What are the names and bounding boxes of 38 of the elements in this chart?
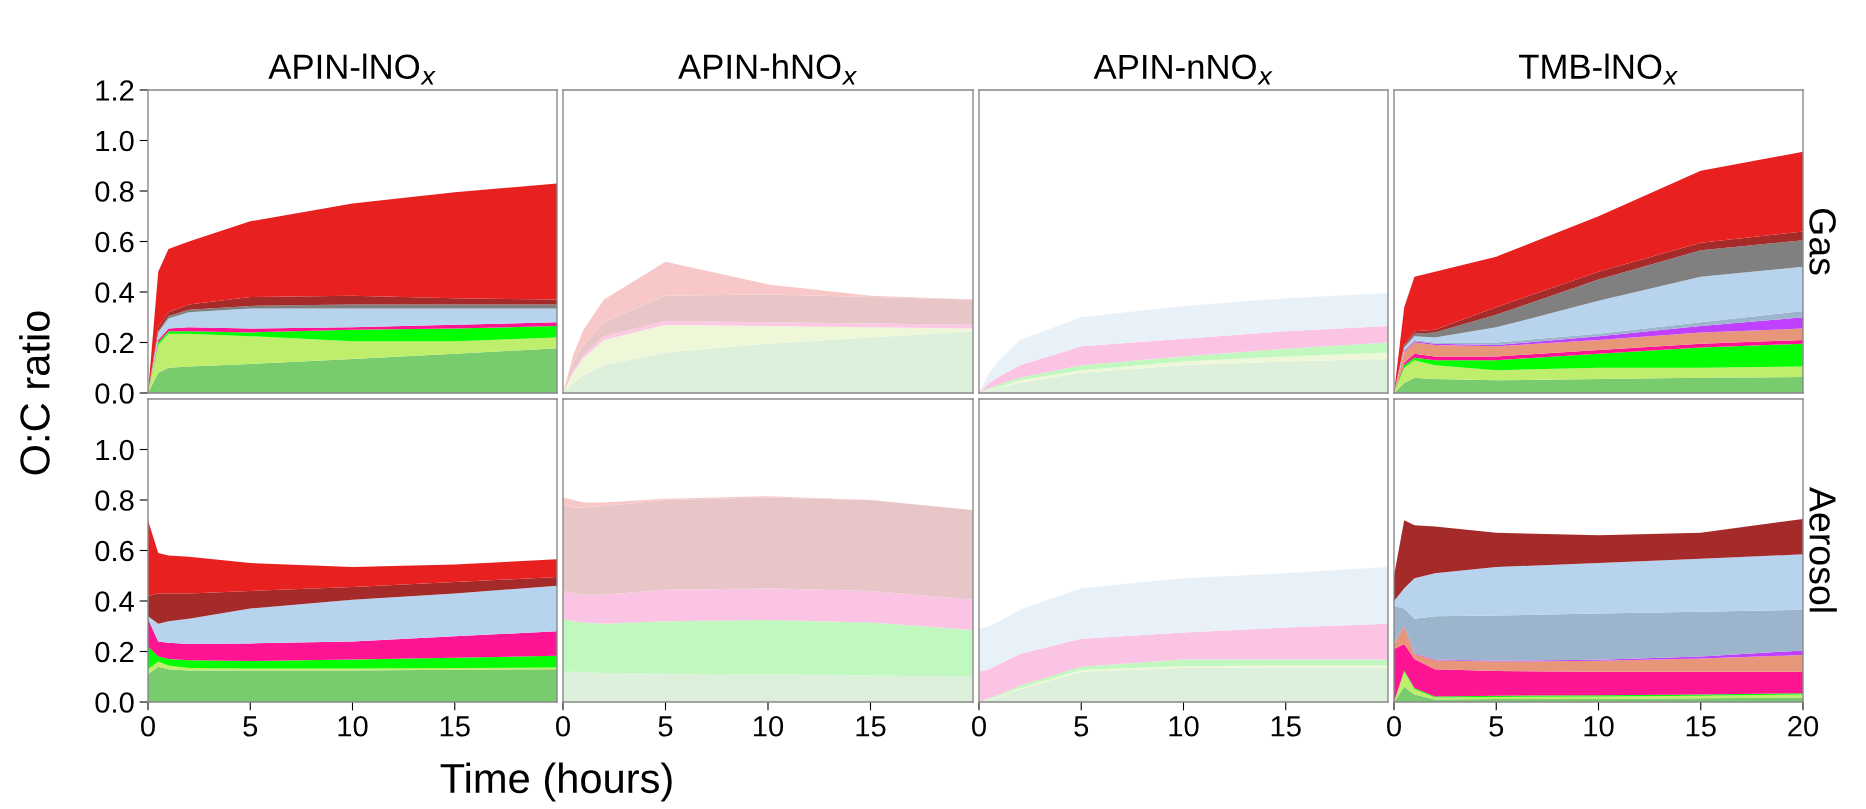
x-tick-label: 5: [1074, 716, 1089, 737]
y-tick-label: 0.0: [95, 383, 134, 404]
x-tick-label: 15: [1686, 716, 1716, 737]
y-tick-label: 0.8: [95, 490, 134, 511]
chart-title: APIN-hNO$_{x}$: [678, 53, 857, 85]
text: Gas: [1809, 209, 1836, 275]
x-tick-label: 20: [1788, 715, 1819, 737]
chart-title: APIN-nNO$_{x}$: [1093, 54, 1273, 85]
x-tick-label: 15: [440, 716, 470, 737]
x-tick-label: 10: [338, 715, 368, 737]
chart-title: TMB-lNO$_{x}$: [1519, 53, 1678, 85]
y-tick-label: 0.6: [95, 231, 134, 253]
x-tick-label: 5: [658, 716, 673, 737]
x-tick-label: 15: [856, 716, 886, 737]
y-tick-label: 1.0: [96, 439, 134, 461]
x-tick-label: 5: [1489, 716, 1504, 737]
y-tick-label: 1.2: [96, 80, 134, 101]
x-tick-label: 10: [1169, 715, 1199, 737]
y-tick-label: 0.2: [95, 332, 134, 354]
text: Aerosol: [1809, 487, 1837, 612]
y-tick-label: 0.6: [95, 540, 134, 562]
y-tick-label: 0.4: [95, 282, 134, 303]
y-axis-title: O:C ratio: [19, 311, 50, 475]
x-axis-title: Time (hours): [440, 762, 672, 802]
x-tick-label: 0: [972, 715, 986, 737]
x-tick-label: 15: [1271, 716, 1301, 737]
x-tick-label: 10: [1584, 715, 1614, 737]
y-tick-label: 0.8: [95, 181, 134, 202]
y-tick-label: 0.4: [95, 591, 134, 612]
y-tick-label: 0.0: [95, 692, 134, 713]
x-tick-label: 5: [243, 716, 258, 737]
x-tick-label: 10: [754, 715, 784, 737]
x-tick-label: 0: [556, 715, 570, 737]
chart-title: APIN-lNO$_{x}$: [268, 53, 436, 85]
y-tick-label: 1.0: [96, 130, 134, 152]
x-tick-label: 0: [1387, 715, 1401, 737]
x-tick-label: 0: [141, 715, 155, 737]
y-tick-label: 0.2: [95, 641, 134, 663]
